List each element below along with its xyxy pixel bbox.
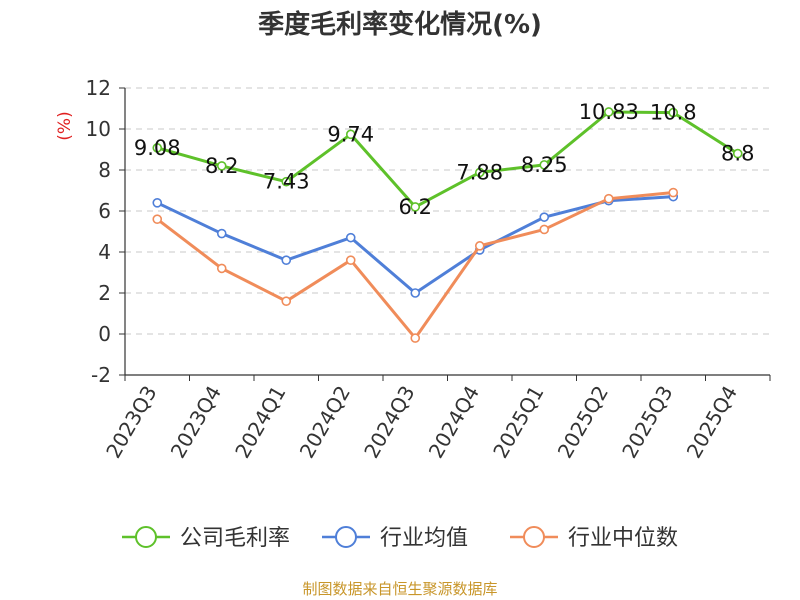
data-point	[668, 107, 679, 118]
data-point	[216, 161, 227, 171]
x-tick-label: 2023Q3	[101, 382, 161, 463]
data-point	[345, 232, 356, 243]
y-tick-label: 4	[98, 240, 111, 264]
legend-item[interactable]: 行业中位数	[510, 526, 678, 551]
data-label: 9.08	[134, 136, 181, 160]
series-lines	[152, 107, 743, 343]
legend-label: 行业中位数	[568, 526, 678, 551]
data-label: 6.2	[399, 195, 432, 219]
data-label: 8.25	[521, 153, 568, 177]
y-tick-label: 2	[98, 281, 111, 305]
x-tick-label: 2024Q3	[359, 382, 419, 463]
x-tick-label: 2025Q2	[553, 382, 613, 463]
data-label: 10.8	[650, 101, 697, 125]
data-label: 9.74	[327, 122, 374, 146]
data-point	[345, 129, 356, 140]
data-point	[216, 228, 227, 239]
y-tick-label: 8	[98, 158, 111, 182]
legend-label: 公司毛利率	[180, 526, 290, 551]
data-label: 8.8	[721, 142, 754, 166]
x-tick-label: 2024Q4	[424, 382, 484, 463]
legend-marker	[335, 526, 357, 548]
y-tick-label: 0	[98, 322, 111, 346]
data-label: 10.83	[579, 100, 639, 124]
x-tick-label: 2024Q1	[230, 382, 290, 463]
legend-item[interactable]: 公司毛利率	[122, 526, 290, 551]
data-point	[216, 263, 227, 274]
x-tick-label: 2025Q4	[682, 382, 742, 463]
legend-item[interactable]: 行业均值	[322, 526, 468, 551]
data-point	[603, 107, 614, 117]
y-tick-label: -2	[91, 363, 111, 387]
series-line	[156, 110, 739, 209]
data-point	[539, 160, 550, 170]
legend-label: 行业均值	[380, 526, 468, 551]
data-point	[152, 214, 163, 224]
legend[interactable]: 公司毛利率 行业均值 行业中位数	[122, 526, 678, 551]
data-point	[152, 143, 163, 153]
data-point	[539, 224, 550, 235]
chart-title: 季度毛利率变化情况(%)	[258, 10, 542, 40]
data-point	[668, 187, 679, 198]
data-point	[152, 198, 163, 208]
data-point	[410, 333, 421, 343]
data-label: 7.43	[263, 170, 310, 194]
legend-marker	[135, 526, 157, 548]
source-note: 制图数据来自恒生聚源数据库	[302, 580, 498, 598]
y-tick-label: 10	[86, 117, 111, 141]
data-point	[281, 296, 292, 307]
data-label: 8.2	[205, 154, 238, 178]
data-point	[281, 176, 292, 187]
data-point	[410, 288, 421, 298]
data-point	[474, 241, 485, 251]
data-labels: 9.08 8.2 7.43 9.74 6.2 7.88 8.25 10.83 10.8 8.8	[134, 100, 755, 219]
data-label: 7.88	[456, 160, 503, 184]
data-point	[474, 167, 485, 178]
legend-marker	[523, 526, 545, 548]
y-tick-label: 12	[86, 76, 111, 100]
y-tick-label: 6	[98, 199, 111, 223]
x-tick-label: 2023Q4	[166, 382, 226, 463]
x-tick-label: 2025Q1	[488, 382, 548, 463]
data-point	[345, 255, 356, 266]
x-tick-label: 2024Q2	[295, 382, 355, 463]
data-point	[410, 202, 421, 212]
x-tick-label: 2025Q3	[617, 382, 677, 463]
data-point	[732, 148, 743, 159]
data-point	[281, 255, 292, 266]
data-point	[603, 193, 614, 204]
data-point	[539, 212, 550, 222]
y-axis-label: (%)	[55, 111, 75, 140]
